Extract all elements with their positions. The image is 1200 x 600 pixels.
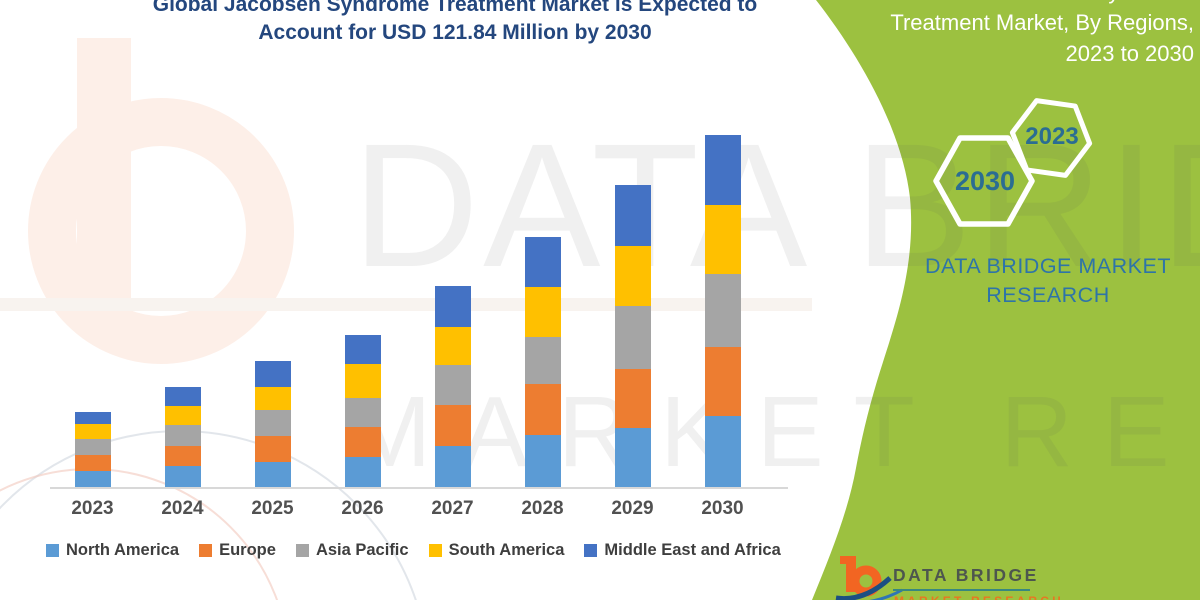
sidebar-heading-line2: Treatment Market, By Regions, bbox=[890, 10, 1194, 35]
sidebar-brand-line2: RESEARCH bbox=[986, 283, 1110, 307]
legend-swatch-icon bbox=[428, 544, 442, 557]
legend-item-asia-pacific: Asia Pacific bbox=[295, 541, 409, 560]
segment-north-america bbox=[524, 435, 561, 487]
legend-item-middle-east-and-africa: Middle East and Africa bbox=[584, 541, 781, 560]
segment-asia-pacific bbox=[74, 439, 111, 455]
chart-title-line2: Account for USD 121.84 Million by 2030 bbox=[258, 21, 652, 44]
chart-title-line1: Global Jacobsen Syndrome Treatment Marke… bbox=[152, 0, 758, 16]
segment-europe bbox=[254, 436, 291, 462]
x-tick-2024: 2024 bbox=[161, 498, 204, 519]
segment-north-america bbox=[704, 415, 741, 487]
segment-north-america bbox=[344, 456, 381, 487]
segment-middle-east-and-africa bbox=[434, 286, 471, 327]
legend-swatch-icon bbox=[295, 544, 309, 557]
segment-asia-pacific bbox=[704, 274, 741, 348]
segment-asia-pacific bbox=[164, 425, 201, 447]
segment-middle-east-and-africa bbox=[254, 361, 291, 387]
segment-north-america bbox=[74, 470, 111, 487]
segment-south-america bbox=[614, 246, 651, 306]
legend-swatch-icon bbox=[46, 544, 59, 557]
legend-label: South America bbox=[448, 541, 565, 559]
segment-europe bbox=[614, 368, 651, 429]
footer-brand-text: DATA BRIDGE bbox=[893, 565, 1039, 585]
x-tick-2027: 2027 bbox=[431, 498, 474, 519]
segment-south-america bbox=[344, 363, 381, 399]
segment-middle-east-and-africa bbox=[614, 185, 651, 247]
segment-europe bbox=[74, 454, 111, 471]
bar-2028 bbox=[524, 236, 561, 487]
x-tick-2023: 2023 bbox=[71, 498, 114, 519]
legend-label: Asia Pacific bbox=[315, 541, 409, 559]
bar-2026 bbox=[344, 335, 381, 487]
legend-item-europe: Europe bbox=[199, 541, 276, 560]
sidebar-heading: Global Jacobsen Syndrome Treatment Marke… bbox=[858, 0, 1194, 69]
bar-2030 bbox=[704, 135, 741, 487]
sidebar-heading-line1: Global Jacobsen Syndrome bbox=[858, 0, 1194, 7]
bar-2027 bbox=[434, 286, 471, 487]
segment-middle-east-and-africa bbox=[164, 387, 201, 407]
segment-south-america bbox=[74, 424, 111, 440]
segment-asia-pacific bbox=[614, 305, 651, 369]
segment-north-america bbox=[434, 446, 471, 487]
data-bridge-logo-icon bbox=[835, 556, 903, 600]
segment-europe bbox=[164, 446, 201, 467]
x-tick-2030: 2030 bbox=[701, 498, 744, 519]
segment-south-america bbox=[704, 205, 741, 275]
segment-asia-pacific bbox=[254, 410, 291, 437]
legend-swatch-icon bbox=[199, 544, 213, 557]
segment-south-america bbox=[254, 386, 291, 411]
hexagon-2030-label: 2030 bbox=[954, 166, 1016, 196]
legend-swatch-icon bbox=[584, 544, 598, 557]
hexagon-2030-outline bbox=[933, 135, 1035, 227]
hexagon-2023-label: 2023 bbox=[1025, 123, 1079, 150]
segment-middle-east-and-africa bbox=[74, 411, 111, 425]
segment-europe bbox=[434, 405, 471, 447]
segment-middle-east-and-africa bbox=[344, 335, 381, 364]
legend-label: North America bbox=[66, 541, 180, 559]
footer-sub-brand-text: MARKET RESEARCH bbox=[894, 594, 1064, 600]
bar-2024 bbox=[164, 387, 201, 487]
sidebar-heading-line3: 2023 to 2030 bbox=[1065, 41, 1194, 66]
hexagon-badges bbox=[933, 98, 1093, 227]
segment-middle-east-and-africa bbox=[524, 236, 561, 288]
segment-asia-pacific bbox=[524, 336, 561, 385]
legend-item-north-america: North America bbox=[46, 541, 179, 560]
x-tick-2025: 2025 bbox=[251, 498, 294, 519]
legend-item-south-america: South America bbox=[428, 541, 565, 560]
legend-label: Europe bbox=[219, 541, 276, 559]
x-tick-2026: 2026 bbox=[341, 498, 384, 519]
segment-north-america bbox=[164, 466, 201, 487]
sidebar-brand: DATA BRIDGE MARKET RESEARCH bbox=[900, 252, 1196, 310]
bar-2025 bbox=[254, 361, 291, 487]
hexagon-2023-outline bbox=[1009, 98, 1093, 178]
x-tick-2029: 2029 bbox=[611, 498, 654, 519]
segment-middle-east-and-africa bbox=[704, 135, 741, 206]
x-tick-2028: 2028 bbox=[521, 498, 564, 519]
segment-north-america bbox=[614, 428, 651, 487]
segment-europe bbox=[704, 347, 741, 416]
x-axis-line bbox=[50, 487, 788, 489]
footer-brand-underline bbox=[893, 589, 1030, 591]
segment-europe bbox=[344, 426, 381, 457]
chart-legend: North America Europe Asia Pacific South Ame… bbox=[46, 541, 781, 560]
legend-label: Middle East and Africa bbox=[604, 541, 781, 559]
segment-north-america bbox=[254, 461, 291, 487]
segment-asia-pacific bbox=[344, 398, 381, 427]
bar-2023 bbox=[74, 411, 111, 487]
segment-europe bbox=[524, 384, 561, 436]
chart-title: Global Jacobsen Syndrome Treatment Marke… bbox=[95, 0, 815, 47]
bar-2029 bbox=[614, 185, 651, 487]
segment-asia-pacific bbox=[434, 365, 471, 406]
sidebar-brand-line1: DATA BRIDGE MARKET bbox=[925, 254, 1171, 278]
segment-south-america bbox=[164, 406, 201, 426]
segment-south-america bbox=[524, 287, 561, 337]
background-stripe bbox=[0, 298, 812, 311]
segment-south-america bbox=[434, 326, 471, 366]
